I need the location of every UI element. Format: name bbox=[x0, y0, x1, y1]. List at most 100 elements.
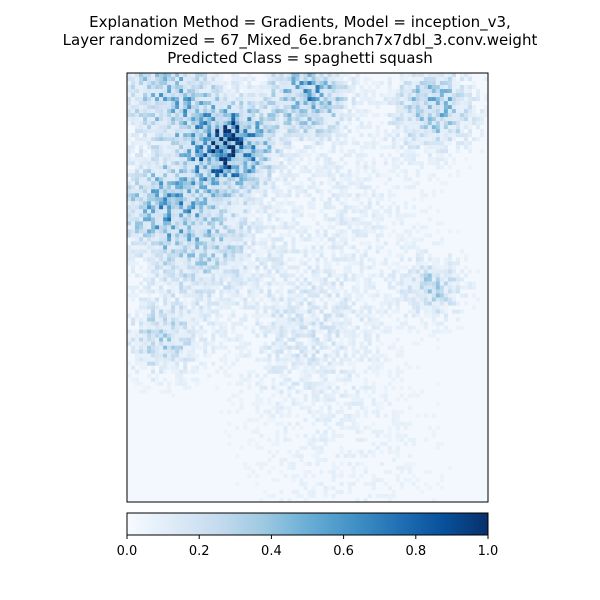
heatmap-cell bbox=[423, 265, 428, 270]
heatmap-cell bbox=[419, 133, 424, 138]
heatmap-cell bbox=[223, 85, 228, 90]
heatmap-cell bbox=[223, 117, 228, 122]
heatmap-cell bbox=[303, 117, 308, 122]
heatmap-cell bbox=[275, 329, 280, 334]
heatmap-cell bbox=[431, 293, 436, 298]
heatmap-cell bbox=[391, 157, 396, 162]
heatmap-cell bbox=[199, 345, 204, 350]
heatmap-cell bbox=[255, 157, 260, 162]
heatmap-cell bbox=[223, 369, 228, 374]
heatmap-cell bbox=[179, 233, 184, 238]
heatmap-cell bbox=[323, 101, 328, 106]
heatmap-cell bbox=[275, 401, 280, 406]
heatmap-cell bbox=[179, 273, 184, 278]
heatmap-cell bbox=[439, 329, 444, 334]
heatmap-cell bbox=[287, 405, 292, 410]
heatmap-cell bbox=[391, 193, 396, 198]
heatmap-cell bbox=[455, 109, 460, 114]
heatmap-cell bbox=[283, 329, 288, 334]
heatmap-cell bbox=[439, 285, 444, 290]
heatmap-cell bbox=[135, 285, 140, 290]
heatmap-cell bbox=[143, 165, 148, 170]
heatmap-cell bbox=[419, 297, 424, 302]
heatmap-cell bbox=[175, 337, 180, 342]
heatmap-cell bbox=[243, 241, 248, 246]
heatmap-cell bbox=[227, 305, 232, 310]
heatmap-cell bbox=[367, 165, 372, 170]
heatmap-cell bbox=[339, 85, 344, 90]
heatmap-cell bbox=[295, 85, 300, 90]
heatmap-cell bbox=[355, 157, 360, 162]
heatmap-cell bbox=[403, 173, 408, 178]
heatmap-cell bbox=[347, 265, 352, 270]
heatmap-cell bbox=[287, 421, 292, 426]
heatmap-cell bbox=[319, 181, 324, 186]
heatmap-cell bbox=[423, 105, 428, 110]
heatmap-cell bbox=[359, 109, 364, 114]
heatmap-cell bbox=[335, 341, 340, 346]
heatmap-cell bbox=[335, 221, 340, 226]
heatmap-cell bbox=[371, 89, 376, 94]
heatmap-cell bbox=[131, 189, 136, 194]
heatmap-cell bbox=[163, 337, 168, 342]
heatmap-cell bbox=[219, 329, 224, 334]
heatmap-cell bbox=[139, 121, 144, 126]
heatmap-cell bbox=[195, 193, 200, 198]
heatmap-cell bbox=[339, 405, 344, 410]
heatmap-cell bbox=[371, 281, 376, 286]
heatmap-cell bbox=[203, 225, 208, 230]
heatmap-cell bbox=[235, 181, 240, 186]
heatmap-cell bbox=[163, 85, 168, 90]
heatmap-cell bbox=[267, 169, 272, 174]
heatmap-cell bbox=[211, 197, 216, 202]
heatmap-cell bbox=[455, 129, 460, 134]
heatmap-cell bbox=[163, 317, 168, 322]
heatmap-cell bbox=[187, 213, 192, 218]
heatmap-cell bbox=[295, 317, 300, 322]
heatmap-cell bbox=[139, 353, 144, 358]
heatmap-cell bbox=[147, 329, 152, 334]
heatmap-cell bbox=[207, 253, 212, 258]
heatmap-cell bbox=[319, 405, 324, 410]
heatmap-cell bbox=[175, 185, 180, 190]
heatmap-cell bbox=[315, 261, 320, 266]
heatmap-cell bbox=[447, 281, 452, 286]
heatmap-cell bbox=[371, 101, 376, 106]
heatmap-cell bbox=[275, 225, 280, 230]
heatmap-cell bbox=[151, 133, 156, 138]
heatmap-cell bbox=[391, 417, 396, 422]
heatmap-cell bbox=[163, 93, 168, 98]
heatmap-cell bbox=[467, 141, 472, 146]
heatmap-cell bbox=[443, 325, 448, 330]
heatmap-cell bbox=[127, 149, 132, 154]
heatmap-cell bbox=[319, 409, 324, 414]
heatmap-cell bbox=[215, 101, 220, 106]
heatmap-cell bbox=[231, 165, 236, 170]
heatmap-cell bbox=[195, 329, 200, 334]
heatmap-cell bbox=[227, 197, 232, 202]
heatmap-cell bbox=[415, 145, 420, 150]
heatmap-cell bbox=[327, 325, 332, 330]
heatmap-cell bbox=[307, 137, 312, 142]
heatmap-cell bbox=[247, 97, 252, 102]
heatmap-cell bbox=[251, 101, 256, 106]
heatmap-cell bbox=[251, 213, 256, 218]
heatmap-cell bbox=[175, 381, 180, 386]
heatmap-cell bbox=[191, 141, 196, 146]
heatmap-cell bbox=[311, 173, 316, 178]
heatmap-cell bbox=[287, 185, 292, 190]
heatmap-cell bbox=[283, 101, 288, 106]
heatmap-cell bbox=[259, 101, 264, 106]
heatmap-cell bbox=[171, 305, 176, 310]
heatmap-cell bbox=[343, 113, 348, 118]
heatmap-cell bbox=[199, 137, 204, 142]
heatmap-cell bbox=[327, 381, 332, 386]
heatmap-cell bbox=[347, 361, 352, 366]
heatmap-cell bbox=[391, 301, 396, 306]
heatmap-cell bbox=[267, 249, 272, 254]
heatmap-cell bbox=[371, 229, 376, 234]
heatmap-cell bbox=[195, 321, 200, 326]
heatmap-cell bbox=[335, 85, 340, 90]
heatmap-cell bbox=[255, 401, 260, 406]
heatmap-cell bbox=[391, 413, 396, 418]
